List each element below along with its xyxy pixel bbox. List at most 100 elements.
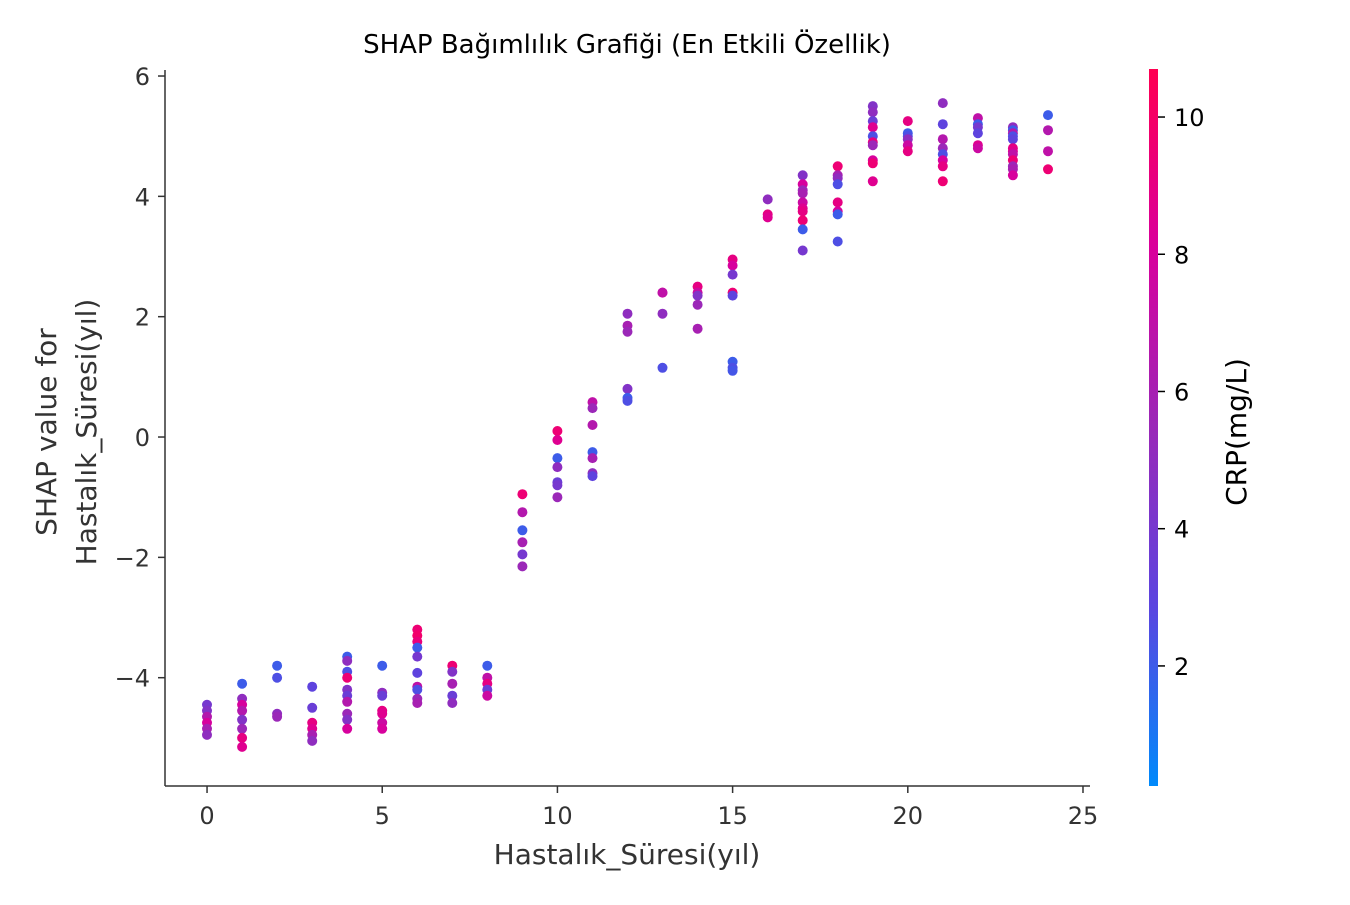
data-point (587, 453, 598, 464)
data-point (727, 290, 738, 301)
data-point (797, 245, 808, 256)
data-point (237, 732, 248, 743)
data-point (517, 561, 528, 572)
data-point (1043, 146, 1053, 157)
colorbar-tick-label: 2 (1174, 653, 1189, 681)
data-point (937, 98, 948, 109)
data-point (307, 735, 318, 746)
data-point (377, 708, 388, 719)
data-point (797, 215, 808, 226)
data-point (587, 471, 598, 482)
y-axis-ticks: −4 −2 0 2 4 6 (115, 63, 165, 693)
data-point (867, 107, 878, 118)
y-tick-label: 2 (135, 304, 150, 332)
data-point (622, 383, 633, 394)
x-tick-label: 15 (717, 802, 748, 830)
data-point (867, 176, 878, 187)
data-point (587, 420, 598, 430)
y-axis-label-line-2: Hastalık_Süresi(yıl) (70, 299, 103, 566)
data-point (902, 146, 913, 157)
data-point (657, 308, 668, 319)
data-point (937, 134, 948, 145)
data-point (237, 714, 248, 725)
data-point (727, 260, 738, 271)
data-point (237, 705, 248, 716)
colorbar-tick-label: 8 (1174, 241, 1189, 269)
data-point (517, 549, 528, 560)
data-point (202, 729, 212, 740)
data-point (832, 197, 843, 208)
data-point (1007, 170, 1018, 181)
data-point (622, 326, 633, 337)
data-point (797, 170, 808, 181)
data-point (622, 308, 633, 319)
data-point (377, 690, 388, 701)
data-point (237, 678, 248, 689)
data-point (517, 507, 528, 518)
data-point (692, 299, 703, 310)
data-point (342, 714, 353, 725)
data-point (692, 290, 703, 301)
data-point (342, 655, 353, 666)
data-point (272, 672, 283, 683)
data-point (832, 161, 843, 172)
data-point (972, 143, 983, 154)
y-tick-label: −4 (115, 665, 150, 693)
data-point (272, 660, 283, 671)
data-point (867, 158, 878, 169)
data-point (237, 723, 248, 734)
data-point (377, 723, 388, 734)
data-point (482, 660, 493, 671)
data-point (412, 684, 423, 695)
x-tick-label: 0 (199, 802, 214, 830)
data-point (552, 480, 563, 491)
data-point (727, 269, 738, 280)
x-tick-label: 25 (1068, 802, 1099, 830)
data-point (622, 395, 633, 406)
data-point (447, 666, 458, 677)
data-point (762, 194, 773, 205)
colorbar-tick-label: 4 (1174, 516, 1189, 544)
data-point (342, 723, 353, 734)
data-point (692, 323, 703, 334)
data-point (412, 642, 423, 653)
data-point (937, 176, 948, 187)
colorbar-tick-label: 6 (1174, 378, 1189, 406)
data-point (832, 179, 843, 190)
data-point (832, 236, 843, 247)
y-axis-label-line-1: SHAP value for (30, 328, 63, 536)
data-point (832, 209, 843, 220)
data-point (1043, 125, 1053, 136)
x-tick-label: 5 (375, 802, 390, 830)
data-point (237, 741, 248, 752)
y-axis-label: SHAP value for Hastalık_Süresi(yıl) (30, 299, 103, 566)
data-point (447, 678, 458, 689)
data-point (657, 287, 668, 298)
data-point (482, 690, 493, 701)
data-point (412, 667, 423, 678)
colorbar (1149, 69, 1158, 786)
data-point (307, 681, 318, 692)
data-point (797, 188, 808, 199)
data-point (412, 651, 423, 662)
data-point (1007, 134, 1018, 145)
scatter-points (202, 98, 1053, 752)
colorbar-label: CRP(mg/L) (1220, 358, 1253, 506)
x-axis-label: Hastalık_Süresi(yıl) (494, 838, 761, 871)
data-point (552, 462, 563, 473)
data-point (447, 698, 458, 708)
data-point (517, 525, 528, 536)
data-point (552, 426, 563, 436)
y-tick-label: 0 (135, 424, 150, 452)
data-point (797, 206, 808, 217)
data-point (412, 698, 423, 708)
data-point (727, 365, 738, 376)
colorbar-tick-label: 10 (1174, 104, 1205, 132)
data-point (1043, 110, 1053, 121)
data-point (867, 122, 878, 133)
data-point (342, 696, 353, 707)
data-point (272, 711, 283, 722)
data-point (517, 537, 528, 548)
data-point (937, 161, 948, 172)
